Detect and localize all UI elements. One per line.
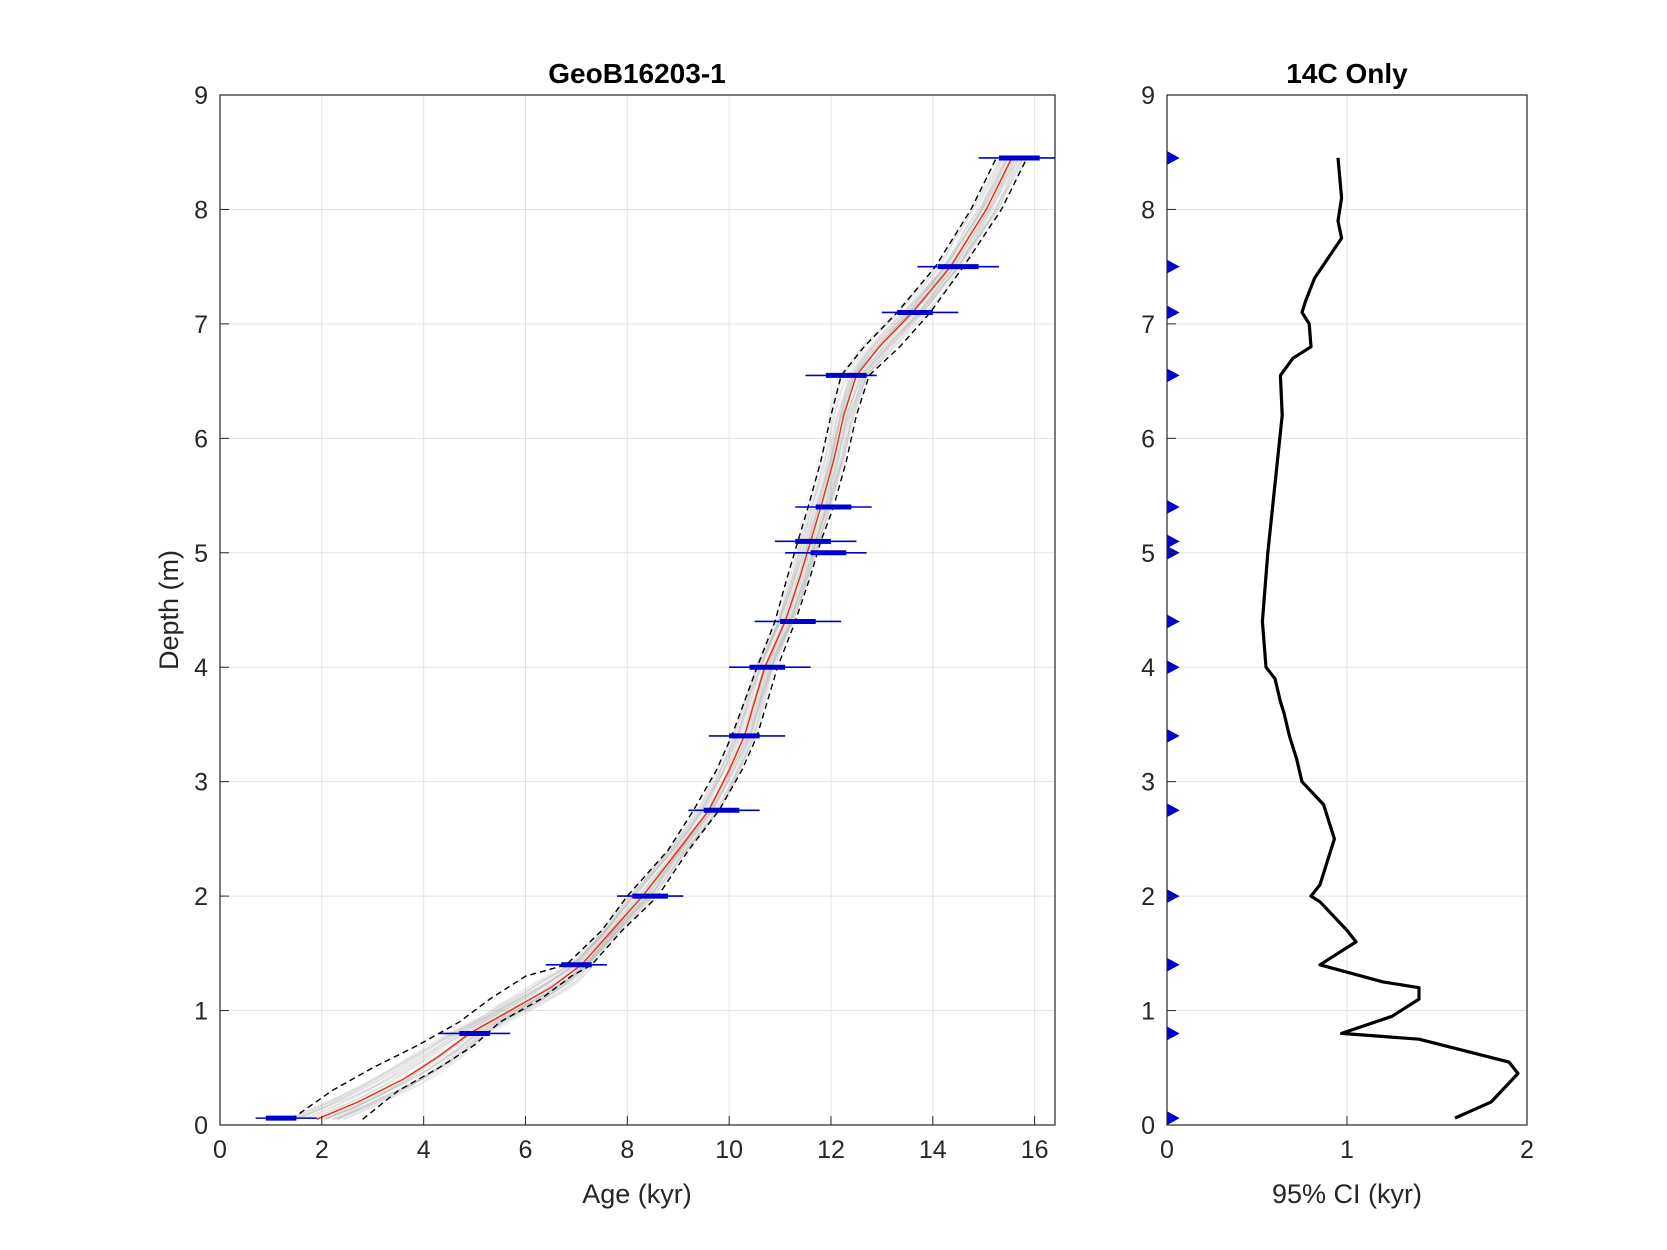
median-age-model [316, 157, 1013, 1120]
age-depth-plot-area [220, 95, 1055, 1125]
ensemble-realization [337, 157, 1027, 1120]
ci-x-tick-label: 1 [1340, 1136, 1354, 1164]
ci-y-tick-label: 7 [1141, 311, 1155, 339]
age-depth-x-tick-label: 12 [817, 1136, 845, 1164]
ci-y-tick-label: 9 [1141, 82, 1155, 110]
ensemble-realization [309, 157, 1014, 1120]
ensemble-realization [337, 157, 1028, 1120]
ensemble-realization [288, 157, 1004, 1120]
ensemble-realization [288, 157, 1004, 1120]
upper-confidence-bound [290, 157, 998, 1120]
age-depth-y-tick-label: 6 [194, 425, 208, 453]
ensemble-realization [314, 157, 1015, 1120]
ensemble-realization [291, 157, 1001, 1120]
ci-x-tick-label: 2 [1520, 1136, 1534, 1164]
age-depth-y-tick-label: 8 [194, 196, 208, 224]
age-depth-y-tick-label: 7 [194, 311, 208, 339]
ensemble-realization [327, 157, 1016, 1120]
ensemble-realization [292, 157, 1006, 1120]
ci-title: 14C Only [1286, 58, 1408, 89]
ensemble-realization [325, 157, 1020, 1120]
ensemble-realization [288, 157, 1002, 1120]
ensemble-realization [331, 157, 1022, 1120]
ci-y-tick-label: 8 [1141, 196, 1155, 224]
ensemble-realization [293, 157, 998, 1120]
ensemble-realization [324, 157, 1015, 1120]
age-depth-y-tick-label: 0 [194, 1112, 208, 1140]
age-depth-x-tick-label: 8 [620, 1136, 634, 1164]
ensemble-realization [336, 157, 1017, 1120]
depth-axis-label: Depth (m) [154, 550, 184, 670]
lower-confidence-bound [362, 157, 1028, 1120]
ensemble-realization [344, 157, 1023, 1120]
ensemble-realization [333, 157, 1023, 1120]
ensemble-realization [294, 157, 1003, 1120]
ensemble-realization [336, 157, 1026, 1120]
ci-ticks: 0 1 2 0 1 2 3 4 5 6 7 8 9 [1141, 82, 1534, 1164]
ci-line [1260, 157, 1520, 1120]
ensemble-realization [332, 157, 1024, 1120]
ci-axes: 0 1 2 0 1 2 3 4 5 6 7 8 9 14C Only 95% CI (kyr) [1141, 58, 1534, 1209]
ensemble-realization [316, 157, 1016, 1120]
ensemble-realization [344, 157, 1018, 1120]
ci-width-line [1260, 157, 1520, 1120]
ensemble-realization [331, 157, 1013, 1120]
ensemble-realization [297, 157, 1003, 1120]
ci-axis-label: 95% CI (kyr) [1272, 1179, 1422, 1209]
radiocarbon-dates [255, 155, 1055, 1121]
ensemble-realization [292, 157, 1009, 1120]
age-depth-y-tick-label: 1 [194, 998, 208, 1026]
ensemble-realization [296, 157, 1009, 1120]
ensemble-realization [323, 157, 1020, 1120]
confidence-bounds [290, 157, 1028, 1120]
ensemble-realization [336, 157, 1017, 1120]
age-depth-y-tick-label: 3 [194, 769, 208, 797]
ci-y-tick-label: 2 [1141, 883, 1155, 911]
ci-x-tick-label: 0 [1160, 1136, 1174, 1164]
ensemble-realization [323, 157, 1020, 1120]
age-depth-x-tick-label: 10 [715, 1136, 743, 1164]
ensemble-realization [302, 157, 1007, 1120]
age-depth-x-tick-label: 14 [919, 1136, 947, 1164]
age-depth-y-tick-label: 4 [194, 654, 208, 682]
age-depth-title: GeoB16203-1 [548, 58, 725, 89]
ensemble-realization [298, 157, 1004, 1120]
ci-y-tick-label: 1 [1141, 998, 1155, 1026]
ensemble-realization [302, 157, 1010, 1120]
ci-y-tick-label: 4 [1141, 654, 1155, 682]
ensemble-realization [289, 157, 997, 1120]
ensemble-realization [289, 157, 1003, 1120]
age-depth-x-tick-label: 2 [315, 1136, 329, 1164]
ensemble-realization [304, 157, 1008, 1120]
ensemble-realization [294, 157, 1007, 1120]
age-depth-x-tick-label: 4 [417, 1136, 431, 1164]
age-depth-y-tick-label: 9 [194, 82, 208, 110]
ensemble-realization [300, 157, 1012, 1120]
ensemble-realization [325, 157, 1014, 1120]
ensemble-realization [334, 157, 1019, 1120]
age-depth-y-tick-label: 5 [194, 540, 208, 568]
ensemble-realization [314, 157, 1007, 1120]
age-axis-label: Age (kyr) [582, 1179, 692, 1209]
ensemble-realization [321, 157, 1021, 1120]
ci-y-tick-label: 5 [1141, 540, 1155, 568]
age-depth-x-tick-label: 6 [519, 1136, 533, 1164]
ci-y-tick-label: 6 [1141, 425, 1155, 453]
ensemble-realization [308, 157, 1008, 1120]
ensemble-realization [323, 157, 1020, 1120]
ensemble-realization [333, 157, 1025, 1120]
ci-y-tick-label: 3 [1141, 769, 1155, 797]
age-depth-axes-box [219, 94, 1056, 1126]
age-depth-y-tick-label: 2 [194, 883, 208, 911]
ci-y-tick-label: 0 [1141, 1112, 1155, 1140]
ensemble-realization [336, 157, 1018, 1120]
age-depth-x-tick-label: 0 [213, 1136, 227, 1164]
age-depth-x-tick-label: 16 [1021, 1136, 1049, 1164]
ensemble-realization [316, 157, 1015, 1120]
median-line [316, 157, 1013, 1120]
